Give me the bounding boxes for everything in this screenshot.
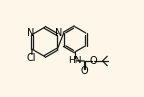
Text: HN: HN	[69, 56, 82, 65]
Text: N: N	[55, 29, 63, 39]
Text: O: O	[89, 56, 97, 66]
Text: N: N	[27, 29, 34, 39]
Text: O: O	[81, 66, 88, 76]
Text: Cl: Cl	[27, 53, 36, 63]
